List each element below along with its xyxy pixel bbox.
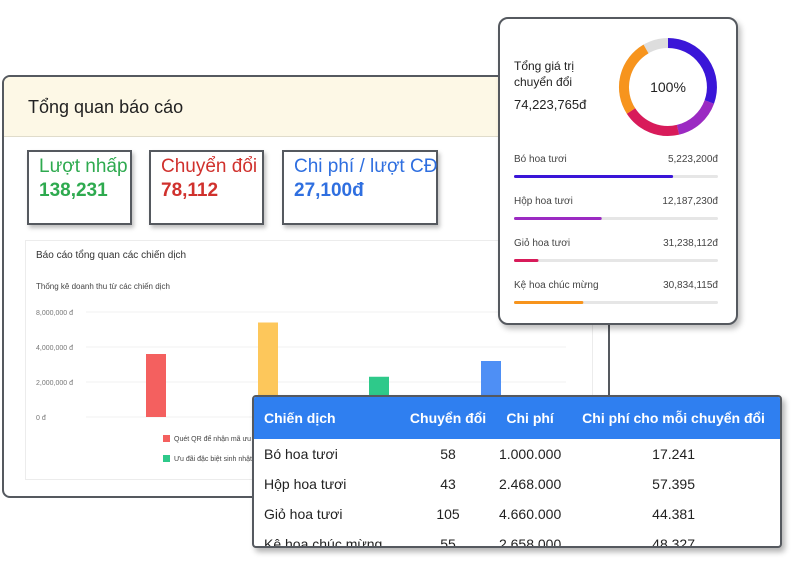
conversion-title: Tổng giá trị: [514, 59, 574, 73]
progress-bar: [514, 217, 602, 220]
kpi-label: Lượt nhấp: [39, 156, 128, 177]
kpi-value: 27,100đ: [294, 180, 364, 201]
donut-percent: 100%: [650, 79, 686, 95]
table-cell: 44.381: [652, 506, 695, 522]
y-tick-label: 2,000,000 đ: [36, 380, 73, 387]
kpi-card: Lượt nhấp 138,231: [27, 150, 132, 225]
item-name: Bó hoa tươi: [514, 154, 567, 165]
table-cell: Giỏ hoa tươi: [264, 506, 343, 522]
item-name: Kệ hoa chúc mừng: [514, 280, 599, 291]
chart-subtitle: Thống kê doanh thu từ các chiến dịch: [36, 282, 170, 291]
table-cell: 58: [440, 446, 456, 462]
progress-track: [514, 259, 718, 262]
conversion-chart: 100% Tổng giá trị chuyển đổi 74,223,765đ…: [514, 38, 718, 304]
item-name: Hộp hoa tươi: [514, 196, 573, 207]
donut-segment: [626, 108, 680, 136]
item-value: 30,834,115đ: [663, 280, 718, 291]
y-tick-label: 8,000,000 đ: [36, 310, 73, 317]
table-cell: Kệ hoa chúc mừng: [264, 536, 383, 548]
campaign-table: Chiến dịch Chuyển đổi Chi phí Chi phí cho m…: [252, 395, 782, 548]
table-cell: Bó hoa tươi: [264, 446, 338, 462]
legend-label: Quét QR để nhận mã ưu đãi: [174, 435, 263, 443]
donut-segment: [676, 100, 714, 135]
kpi-label: Chuyển đổi: [161, 156, 258, 177]
table-cell: 2.468.000: [498, 476, 562, 492]
table-row: Giỏ hoa tươi 105 4.660.000 44.381: [254, 499, 780, 529]
donut-segment: [619, 44, 649, 114]
table-cell: 105: [436, 506, 460, 522]
y-tick-label: 4,000,000 đ: [36, 345, 73, 352]
table-cell: 55: [440, 536, 456, 548]
conversion-card: 100% Tổng giá trị chuyển đổi 74,223,765đ…: [498, 17, 738, 325]
kpi-value: 78,112: [161, 180, 219, 201]
kpi-card: Chuyển đổi 78,112: [149, 150, 264, 225]
table-cell: Hộp hoa tươi: [264, 476, 347, 492]
item-name: Giỏ hoa tươi: [514, 237, 570, 249]
table-cell: 1.000.000: [498, 446, 562, 462]
table-cell: 48.327: [652, 536, 695, 548]
conversion-title: chuyển đổi: [514, 75, 572, 89]
table-cell: 17.241: [652, 446, 695, 462]
item-value: 31,238,112đ: [663, 238, 718, 249]
column-header: Chi phí cho mỗi chuyển đổi: [567, 397, 780, 439]
column-header: Chuyển đổi: [402, 397, 494, 439]
item-value: 12,187,230đ: [662, 196, 718, 207]
header-row: Chiến dịch Chuyển đổi Chi phí Chi phí cho m…: [254, 397, 780, 439]
legend-swatch: [163, 435, 170, 442]
conversion-total: 74,223,765đ: [514, 97, 587, 112]
bar: [258, 322, 278, 417]
kpi-value: 138,231: [39, 180, 108, 201]
table-cell: 4.660.000: [498, 506, 562, 522]
kpi-label: Chi phí / lượt CĐ: [294, 156, 438, 177]
progress-bar: [514, 259, 539, 262]
table-row: Hộp hoa tươi 43 2.468.000 57.395: [254, 469, 780, 499]
bar: [146, 354, 166, 417]
table-row: Bó hoa tươi 58 1.000.000 17.241: [254, 439, 780, 469]
column-header: Chiến dịch: [254, 397, 403, 439]
legend-swatch: [163, 455, 170, 462]
kpi-card: Chi phí / lượt CĐ 27,100đ: [282, 150, 438, 225]
table-row: Kệ hoa chúc mừng 55 2.658.000 48.327: [254, 529, 780, 548]
report-title: Tổng quan báo cáo: [28, 97, 184, 117]
y-tick-label: 0 đ: [36, 415, 46, 422]
item-value: 5,223,200đ: [668, 154, 718, 165]
legend-label: Ưu đãi đặc biệt sinh nhật: [174, 456, 252, 463]
table-cell: 2.658.000: [498, 536, 562, 548]
progress-bar: [514, 301, 584, 304]
column-header: Chi phí: [493, 397, 568, 439]
table: Chiến dịch Chuyển đổi Chi phí Chi phí cho m…: [254, 397, 780, 548]
donut-segment: [667, 38, 717, 104]
donut: [619, 38, 717, 136]
table-cell: 43: [440, 476, 456, 492]
chart-title: Báo cáo tổng quan các chiến dịch: [36, 249, 186, 261]
progress-bar: [514, 175, 674, 178]
table-cell: 57.395: [652, 476, 695, 492]
